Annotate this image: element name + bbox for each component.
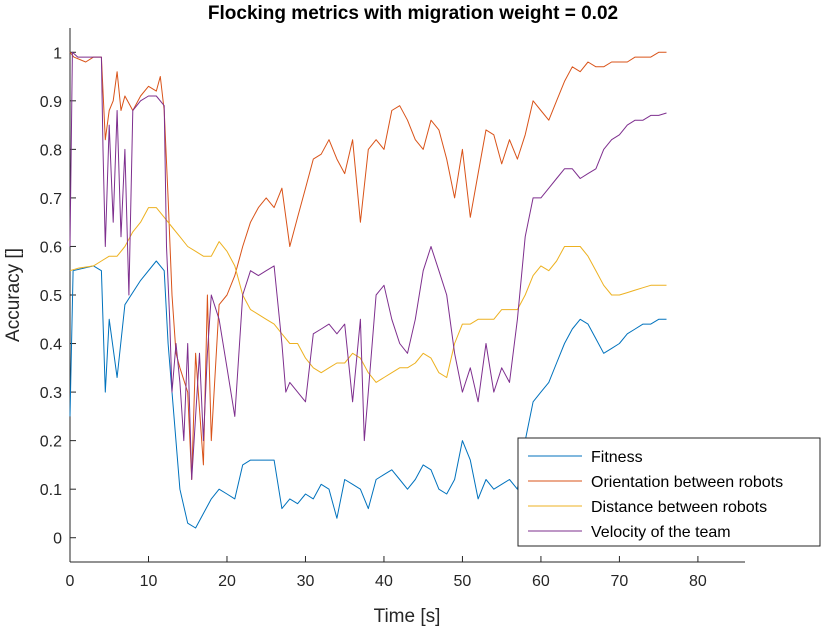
series-line-2 xyxy=(69,207,667,383)
series-line-0 xyxy=(69,260,667,529)
x-tick-label: 20 xyxy=(218,573,236,590)
x-axis-label: Time [s] xyxy=(374,606,441,627)
legend-label: Distance between robots xyxy=(591,499,767,516)
y-tick-label: 1 xyxy=(53,45,62,62)
y-tick-label: 0.7 xyxy=(40,191,62,208)
y-tick-label: 0.9 xyxy=(40,94,62,111)
x-tick-label: 70 xyxy=(611,573,629,590)
y-tick-label: 0.8 xyxy=(40,142,62,159)
x-tick-label: 10 xyxy=(140,573,158,590)
x-axis: 0 10 20 30 40 50 60 70 80 xyxy=(66,556,745,590)
legend-label: Orientation between robots xyxy=(591,474,783,491)
y-tick-label: 0.2 xyxy=(40,434,62,451)
y-tick-label: 0.1 xyxy=(40,482,62,499)
legend-items: Fitness Orientation between robots Distanc… xyxy=(528,449,783,541)
y-tick-label: 0.6 xyxy=(40,239,62,256)
x-tick-label: 50 xyxy=(454,573,472,590)
x-tick-label: 30 xyxy=(297,573,315,590)
legend-label: Velocity of the team xyxy=(591,524,731,541)
y-tick-label: 0 xyxy=(53,531,62,548)
legend-label: Fitness xyxy=(591,449,643,466)
x-tick-label: 40 xyxy=(375,573,393,590)
y-axis-label: Accuracy [] xyxy=(3,248,24,342)
chart-title: Flocking metrics with migration weight =… xyxy=(208,3,618,24)
series-line-1 xyxy=(69,51,667,480)
legend: Fitness Orientation between robots Distanc… xyxy=(517,437,821,547)
y-tick-label: 0.3 xyxy=(40,385,62,402)
x-tick-label: 0 xyxy=(66,573,75,590)
x-tick-label: 60 xyxy=(532,573,550,590)
series-group xyxy=(69,51,667,529)
y-tick-label: 0.5 xyxy=(40,288,62,305)
x-tick-label: 80 xyxy=(689,573,707,590)
series-line-3 xyxy=(69,51,667,480)
y-tick-group: 0 0.1 0.2 0.3 0.4 0.5 0.6 0.7 0.8 0.9 1 xyxy=(40,45,76,548)
x-tick-group: 0 10 20 30 40 50 60 70 80 xyxy=(66,556,707,590)
y-axis: 0 0.1 0.2 0.3 0.4 0.5 0.6 0.7 0.8 0.9 1 xyxy=(40,28,76,562)
y-tick-label: 0.4 xyxy=(40,337,62,354)
